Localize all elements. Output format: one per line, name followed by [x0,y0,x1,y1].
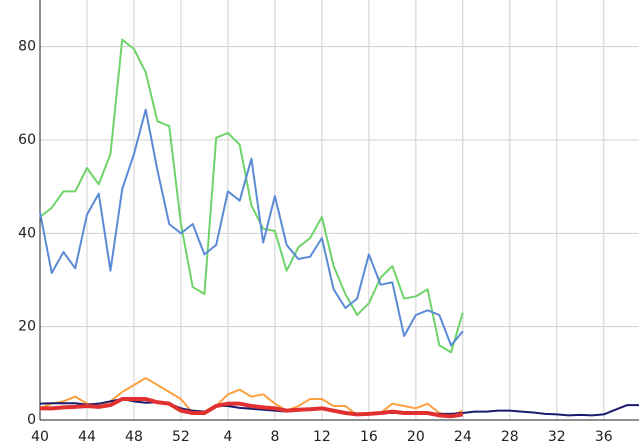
x-tick-label: 52 [172,429,190,445]
x-tick-label: 40 [31,429,49,445]
x-tick-label: 16 [360,429,378,445]
x-tick-label: 24 [454,429,472,445]
x-tick-label: 28 [501,429,519,445]
series-line [40,397,464,419]
x-tick-label: 8 [270,429,279,445]
x-tick-label: 12 [313,429,331,445]
y-tick-label: 60 [18,132,36,148]
x-tick-label: 4 [223,429,232,445]
y-tick-label: 80 [18,39,36,55]
x-tick-label: 36 [595,429,613,445]
y-tick-label: 40 [18,225,36,241]
y-tick-label: 20 [18,319,36,335]
x-tick-label: 48 [125,429,143,445]
x-tick-label: 44 [78,429,96,445]
series-line [39,38,464,354]
series-line [39,108,464,347]
x-tick-label: 32 [548,429,566,445]
x-tick-label: 20 [407,429,425,445]
y-tick-label: 0 [27,412,36,428]
